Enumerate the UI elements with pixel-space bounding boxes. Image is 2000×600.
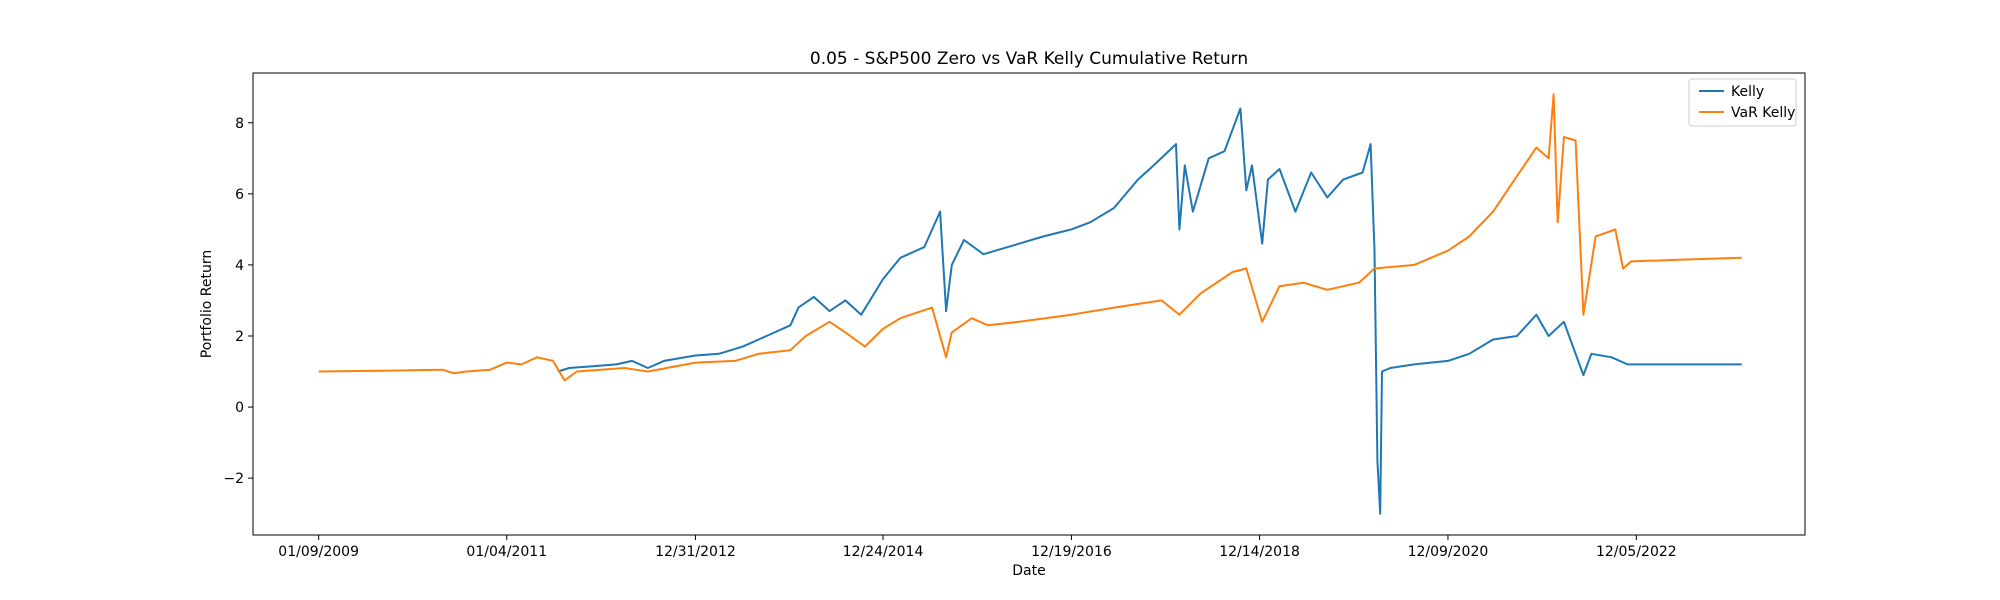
y-tick-label: 2 (235, 329, 244, 345)
x-tick-label: 12/31/2012 (655, 544, 736, 560)
series-line-kelly (557, 107, 1742, 515)
legend: Kelly VaR Kelly (1688, 78, 1797, 127)
x-tick-label: 12/05/2022 (1596, 544, 1677, 560)
x-axis: 01/09/2009 01/04/2011 12/31/2012 12/24/2014… (278, 535, 1677, 560)
legend-label-var-kelly: VaR Kelly (1731, 105, 1795, 121)
legend-label-kelly: Kelly (1731, 84, 1764, 100)
y-tick-label: 6 (235, 187, 244, 203)
x-tick-label: 01/04/2011 (466, 544, 547, 560)
x-tick-label: 12/24/2014 (843, 544, 924, 560)
y-axis-title: Portfolio Return (199, 250, 215, 359)
y-tick-label: 8 (235, 116, 244, 132)
chart-title: 0.05 - S&P500 Zero vs VaR Kelly Cumulati… (810, 49, 1248, 69)
plot-area: 01/09/2009 01/04/2011 12/31/2012 12/24/2014… (223, 72, 1806, 560)
x-tick-label: 01/09/2009 (278, 544, 359, 560)
series-layer (318, 93, 1742, 515)
series-line-var-kelly (318, 93, 1742, 382)
x-tick-label: 12/19/2016 (1031, 544, 1112, 560)
y-axis: −2 0 2 4 6 8 (223, 116, 253, 487)
y-tick-label: 4 (235, 258, 244, 274)
y-tick-label: 0 (235, 400, 244, 416)
y-tick-label: −2 (223, 471, 244, 487)
plot-frame (252, 72, 1806, 536)
x-tick-label: 12/09/2020 (1408, 544, 1489, 560)
x-axis-title: Date (1012, 563, 1045, 579)
x-tick-label: 12/14/2018 (1219, 544, 1300, 560)
